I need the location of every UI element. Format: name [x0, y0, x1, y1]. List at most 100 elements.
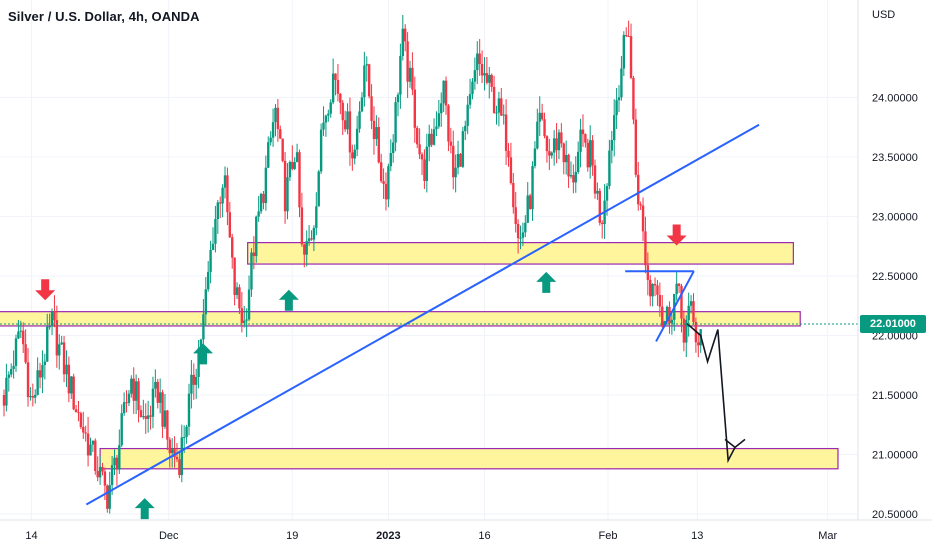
candle	[420, 152, 424, 175]
candle	[194, 368, 198, 399]
trendline	[85, 123, 760, 506]
candle-body	[146, 415, 150, 419]
candle	[291, 145, 294, 171]
candle	[540, 103, 544, 121]
candle-body	[67, 364, 71, 394]
candle-body	[646, 265, 650, 280]
candle-body	[485, 73, 489, 83]
candle	[2, 389, 6, 417]
candle	[324, 114, 328, 137]
candle	[629, 23, 633, 80]
price-axis[interactable]: 24.00000 23.50000 23.00000 22.50000 22.00000…	[872, 92, 918, 521]
candle-body	[156, 381, 159, 403]
candle	[257, 195, 260, 222]
candle-body	[22, 330, 25, 345]
candle-body	[231, 237, 234, 258]
candle-body	[65, 364, 68, 375]
candle	[596, 182, 599, 200]
candle	[187, 383, 191, 436]
candle	[38, 362, 42, 389]
arrow-up-icon	[278, 289, 299, 311]
candle	[485, 57, 489, 85]
candle	[689, 295, 693, 314]
candle	[637, 161, 640, 211]
candle	[281, 138, 284, 163]
candle	[391, 134, 395, 163]
candle-body	[327, 113, 330, 116]
candle-body	[375, 127, 378, 140]
candle	[58, 334, 61, 370]
candle-body	[516, 224, 520, 239]
candle-body	[389, 153, 392, 167]
candle-body	[41, 365, 44, 378]
candle-body	[209, 249, 212, 272]
candle	[70, 376, 73, 400]
price-zone	[0, 311, 801, 327]
candle	[567, 153, 570, 188]
candle-body	[310, 238, 313, 240]
candle	[625, 27, 628, 38]
arrow-up-icon	[536, 271, 557, 293]
candle	[389, 139, 392, 172]
candle-body	[19, 330, 23, 332]
candle-body	[291, 161, 294, 169]
candle	[190, 360, 193, 409]
candle-body	[598, 190, 601, 223]
candle-body	[420, 154, 424, 160]
candle-body	[341, 102, 344, 121]
candle-body	[399, 55, 402, 95]
candle	[161, 389, 164, 439]
candle-body	[394, 102, 397, 143]
candle-body	[50, 311, 54, 327]
time-axis[interactable]: 14 Dec 19 2023 16 Feb 13 Mar	[25, 530, 837, 542]
candle	[615, 87, 618, 129]
candle-body	[34, 394, 37, 398]
candle-body	[175, 457, 179, 460]
candle	[94, 438, 97, 475]
candle-body	[257, 211, 260, 217]
candle	[300, 192, 304, 247]
candle-body	[584, 134, 587, 143]
candle	[72, 373, 75, 411]
candle	[166, 409, 169, 451]
candle	[276, 99, 280, 142]
candle	[545, 135, 549, 163]
candle-body	[593, 165, 597, 194]
candle	[137, 377, 140, 423]
candle-body	[219, 202, 222, 204]
candle-body	[295, 152, 299, 163]
candle	[12, 350, 15, 379]
candle-body	[608, 150, 611, 187]
candle	[202, 299, 205, 345]
candle-body	[406, 41, 409, 82]
candle-body	[331, 73, 335, 103]
candle	[120, 404, 123, 448]
candle	[550, 151, 553, 159]
candle	[437, 100, 441, 129]
candle	[440, 92, 443, 127]
candle-body	[77, 412, 80, 414]
candle-body	[682, 318, 686, 343]
candle-body	[372, 120, 376, 140]
candle-body	[5, 377, 8, 406]
candle-body	[173, 449, 176, 458]
candle	[245, 308, 248, 338]
candle	[46, 313, 49, 363]
candle-body	[293, 162, 296, 169]
candle	[158, 378, 162, 414]
candle-body	[103, 471, 107, 486]
candle-body	[108, 485, 111, 509]
candle-body	[432, 129, 436, 145]
time-tick-label: Mar	[818, 530, 837, 542]
candle	[639, 201, 642, 210]
candle-body	[456, 153, 460, 168]
candle-body	[355, 128, 359, 150]
candle	[228, 201, 232, 239]
candle	[252, 236, 256, 270]
candle	[211, 227, 215, 251]
candle-body	[428, 133, 431, 147]
candle	[497, 91, 501, 127]
candle	[632, 75, 635, 125]
candle	[101, 462, 104, 476]
